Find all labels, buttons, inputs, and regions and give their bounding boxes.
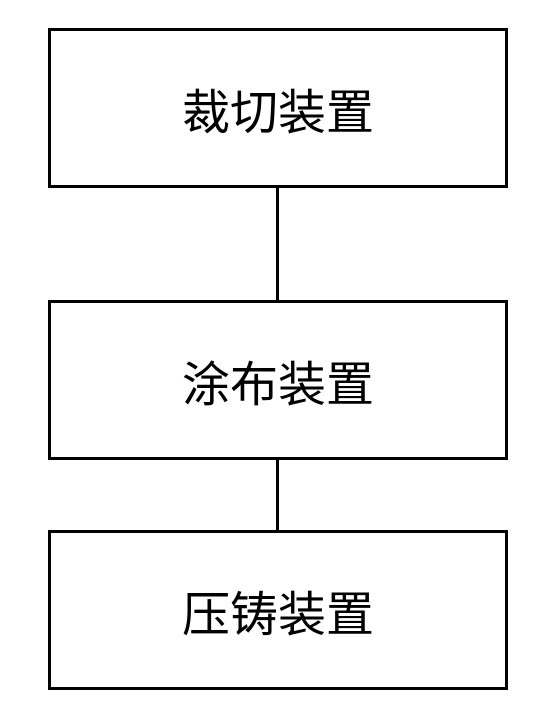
- node-coating: 涂布装置: [48, 300, 508, 460]
- node-diecast-label: 压铸装置: [182, 575, 374, 645]
- node-diecast: 压铸装置: [48, 530, 508, 690]
- edge-coating-to-diecast: [276, 460, 279, 530]
- flowchart-diagram: 裁切装置 涂布装置 压铸装置: [0, 0, 557, 708]
- node-cutting-label: 裁切装置: [182, 73, 374, 143]
- node-cutting: 裁切装置: [48, 28, 508, 188]
- edge-cutting-to-coating: [276, 188, 279, 300]
- node-coating-label: 涂布装置: [182, 345, 374, 415]
